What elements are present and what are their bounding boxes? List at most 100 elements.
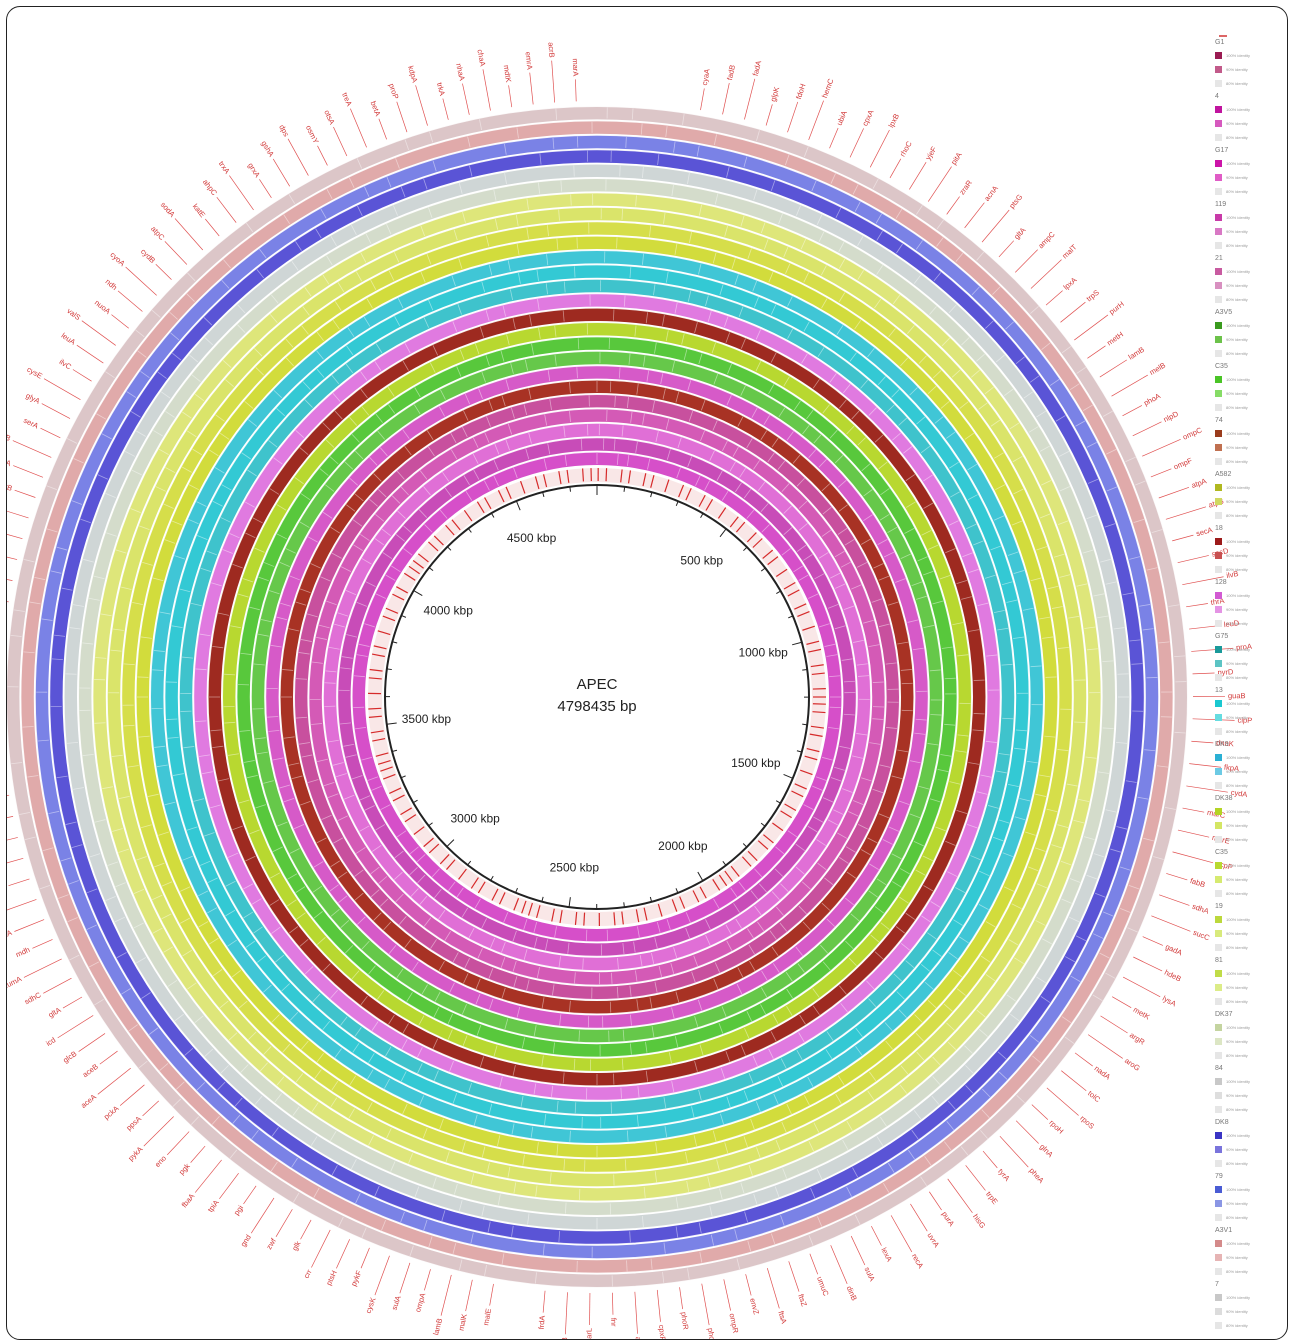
identity-gap xyxy=(818,459,827,468)
identity-gap xyxy=(351,775,363,780)
identity-gap xyxy=(747,248,752,259)
legend-identity-label: 100% identity xyxy=(1226,1294,1251,1300)
gene-leader-line xyxy=(142,1100,159,1117)
gene-leader-line xyxy=(1030,259,1062,289)
identity-gap xyxy=(1156,765,1168,768)
identity-gap xyxy=(810,1187,816,1199)
identity-gap xyxy=(622,1029,625,1041)
identity-gap xyxy=(838,292,846,303)
legend-swatch xyxy=(1215,699,1222,707)
identity-gap xyxy=(1085,756,1097,759)
identity-gap xyxy=(51,658,63,661)
identity-gap xyxy=(685,912,691,923)
identity-gap xyxy=(225,379,234,387)
identity-gap xyxy=(877,538,888,545)
legend-swatch xyxy=(1215,1105,1222,1113)
identity-gap xyxy=(140,636,152,639)
gene-leader-line xyxy=(1061,1070,1087,1092)
legend-entry-title: A582 xyxy=(1215,471,1232,478)
identity-gap xyxy=(237,304,246,314)
tick-mark xyxy=(650,492,653,498)
identity-gap xyxy=(567,942,570,954)
identity-gap xyxy=(924,981,934,990)
feature-mark xyxy=(377,759,391,765)
identity-gap xyxy=(337,815,348,822)
identity-gap xyxy=(463,973,469,984)
identity-gap xyxy=(317,758,328,762)
identity-gap xyxy=(921,915,931,923)
identity-gap xyxy=(301,1040,309,1050)
legend-identity-label: 80% identity xyxy=(1226,836,1248,842)
ring-separator xyxy=(63,163,1131,1231)
identity-gap xyxy=(516,1006,521,1018)
identity-gap xyxy=(928,544,939,550)
identity-gap xyxy=(485,355,490,366)
feature-mark xyxy=(369,668,383,672)
identity-gap xyxy=(739,467,746,478)
identity-gap xyxy=(245,532,256,539)
gene-leader-line xyxy=(40,427,61,439)
identity-gap xyxy=(846,871,857,879)
legend-identity-label: 100% identity xyxy=(1226,1078,1251,1084)
gene-leader-line xyxy=(219,1173,239,1199)
identity-gap xyxy=(640,123,643,135)
gene-label: fbaA xyxy=(180,1192,197,1210)
legend-swatch xyxy=(1215,51,1222,59)
identity-gap xyxy=(220,517,231,523)
identity-gap xyxy=(1030,665,1042,668)
identity-gap xyxy=(133,888,145,894)
identity-gap xyxy=(337,871,348,879)
identity-gap xyxy=(123,663,135,666)
gene-label: lexA xyxy=(879,1246,894,1263)
identity-gap xyxy=(620,1087,622,1099)
identity-gap xyxy=(917,556,928,562)
identity-gap xyxy=(932,1056,941,1066)
identity-gap xyxy=(524,359,528,371)
gene-leader-line xyxy=(7,510,29,519)
identity-gap xyxy=(245,222,254,233)
ring-separator xyxy=(135,235,1059,1159)
legend-identity-label: 100% identity xyxy=(1226,754,1251,760)
identity-gap xyxy=(817,1216,823,1227)
gene-leader-line xyxy=(1189,763,1222,768)
identity-gap xyxy=(499,1076,503,1088)
identity-gap xyxy=(613,439,616,451)
tick-mark xyxy=(675,888,679,894)
legend-identity-label: 80% identity xyxy=(1226,1268,1248,1274)
identity-gap xyxy=(812,988,820,998)
feature-mark xyxy=(451,519,461,531)
feature-mark xyxy=(698,494,706,507)
identity-gap xyxy=(768,271,774,283)
identity-gap xyxy=(449,1061,454,1072)
legend-identity-label: 90% identity xyxy=(1226,984,1248,990)
identity-gap xyxy=(525,448,530,460)
identity-gap xyxy=(856,562,868,568)
legend-identity-label: 80% identity xyxy=(1226,674,1248,680)
identity-gap xyxy=(1097,771,1109,774)
gene-label: glnA xyxy=(1038,1142,1055,1159)
gene-label: cysK xyxy=(364,1296,378,1314)
legend-identity-row: 90% identity xyxy=(1215,62,1285,76)
identity-gap xyxy=(891,389,900,398)
identity-gap xyxy=(408,1153,413,1164)
identity-gap xyxy=(1139,604,1151,607)
identity-gap xyxy=(393,252,400,263)
identity-gap xyxy=(240,652,252,655)
identity-gap xyxy=(707,311,712,322)
identity-gap xyxy=(698,1089,702,1101)
identity-gap xyxy=(222,549,233,554)
identity-gap xyxy=(127,765,139,768)
legend-identity-label: 100% identity xyxy=(1226,646,1251,652)
identity-gap xyxy=(538,182,541,194)
legend-identity-row: 90% identity xyxy=(1215,764,1285,778)
identity-gap xyxy=(552,984,555,996)
identity-gap xyxy=(271,926,281,934)
legend-identity-label: 90% identity xyxy=(1226,930,1248,936)
identity-gap xyxy=(349,177,355,188)
identity-gap xyxy=(781,483,790,493)
gene-leader-line xyxy=(62,996,83,1009)
identity-gap xyxy=(802,425,810,435)
identity-gap xyxy=(523,404,528,416)
identity-gap xyxy=(1110,848,1122,853)
identity-ring xyxy=(164,264,1030,1130)
